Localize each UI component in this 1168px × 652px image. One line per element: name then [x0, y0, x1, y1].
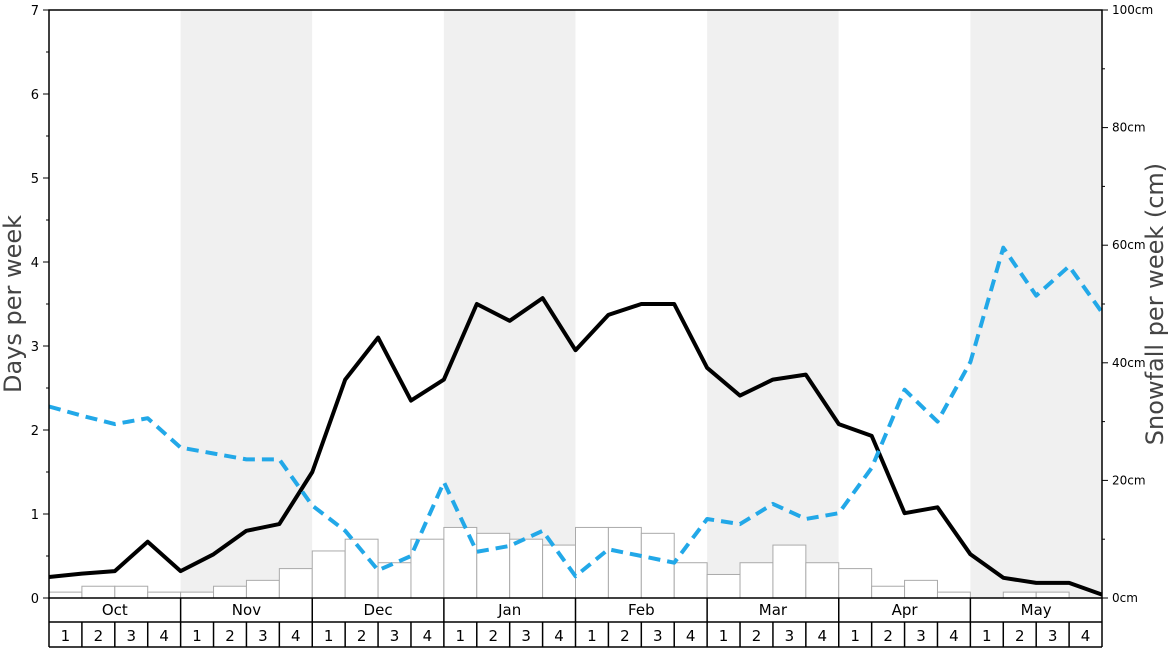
left-tick-label: 5 — [31, 172, 39, 187]
week-label: 3 — [258, 627, 268, 645]
week-label: 4 — [554, 627, 564, 645]
week-label: 1 — [61, 627, 71, 645]
snowfall-bar — [673, 562, 708, 599]
month-band — [312, 10, 444, 598]
snowfall-bar — [772, 544, 807, 599]
week-label: 2 — [488, 627, 498, 645]
week-label: 2 — [752, 627, 762, 645]
snowfall-bar — [739, 562, 774, 599]
snowfall-bar — [180, 591, 215, 599]
left-tick-label: 1 — [31, 508, 39, 523]
week-label: 3 — [1048, 627, 1058, 645]
week-label: 4 — [818, 627, 828, 645]
right-axis-title: Snowfall per week (cm) — [1141, 163, 1168, 445]
week-label: 2 — [94, 627, 104, 645]
right-tick-label: 0cm — [1112, 591, 1138, 605]
week-label: 2 — [357, 627, 367, 645]
month-label: May — [1021, 601, 1052, 619]
week-label: 3 — [653, 627, 663, 645]
month-label: Mar — [759, 601, 788, 619]
month-label: Jan — [497, 601, 521, 619]
snowfall-bar — [81, 585, 116, 599]
solid-series-line — [48, 296, 1103, 597]
month-band — [443, 10, 576, 598]
right-tick-label: 80cm — [1112, 121, 1146, 135]
snowfall-bar — [476, 532, 511, 599]
month-label: Nov — [232, 601, 261, 619]
week-label: 1 — [850, 627, 860, 645]
right-tick-label: 60cm — [1112, 238, 1146, 252]
left-tick-label: 6 — [31, 88, 39, 103]
week-label: 2 — [883, 627, 893, 645]
left-axis-title: Days per week — [0, 215, 27, 393]
month-band — [180, 10, 313, 598]
snowfall-bar — [1002, 591, 1037, 599]
week-label: 1 — [324, 627, 334, 645]
right-tick-label: 20cm — [1112, 473, 1146, 487]
snowfall-bar — [575, 526, 609, 599]
snowfall-bar — [48, 591, 83, 599]
left-tick-label: 4 — [31, 256, 39, 271]
left-tick-label: 3 — [31, 340, 39, 355]
week-label: 1 — [587, 627, 597, 645]
snowfall-bar — [509, 538, 544, 599]
snowfall-bar — [607, 526, 642, 599]
week-label: 3 — [916, 627, 926, 645]
snowfall-bar — [213, 585, 247, 599]
snowfall-bar — [1035, 591, 1070, 599]
right-tick-label: 40cm — [1112, 356, 1146, 370]
left-tick-label: 7 — [31, 4, 39, 19]
week-label: 1 — [719, 627, 729, 645]
snowfall-bar — [871, 585, 906, 599]
snowfall-bar — [640, 532, 675, 599]
week-label: 4 — [949, 627, 959, 645]
week-label: 3 — [126, 627, 136, 645]
snowfall-bar — [114, 585, 149, 599]
left-tick-label: 2 — [31, 424, 39, 439]
left-tick-label: 0 — [31, 592, 39, 607]
month-label: Dec — [364, 601, 393, 619]
dashed-series-line — [48, 245, 1104, 579]
snowfall-bar — [838, 568, 873, 599]
month-band — [838, 10, 971, 598]
week-label: 3 — [390, 627, 400, 645]
month-band — [49, 10, 181, 598]
week-label: 1 — [192, 627, 202, 645]
month-band — [970, 10, 1102, 598]
week-label: 3 — [521, 627, 531, 645]
week-label: 2 — [620, 627, 630, 645]
month-label: Oct — [102, 601, 128, 619]
week-label: 4 — [1081, 627, 1091, 645]
week-label: 4 — [423, 627, 433, 645]
snowfall-bar — [311, 550, 346, 599]
week-label: 1 — [982, 627, 992, 645]
snowfall-bar — [904, 579, 938, 599]
month-band — [707, 10, 839, 598]
snowfall-bar — [805, 562, 840, 599]
snowfall-bar — [936, 591, 971, 599]
right-tick-label: 100cm — [1112, 3, 1153, 17]
week-label: 2 — [1015, 627, 1025, 645]
month-label: Feb — [628, 601, 655, 619]
snowfall-bar — [278, 568, 313, 599]
week-label: 3 — [785, 627, 795, 645]
snowfall-bar — [706, 573, 741, 599]
week-label: 2 — [225, 627, 235, 645]
week-label: 1 — [456, 627, 466, 645]
week-label: 4 — [159, 627, 169, 645]
week-label: 4 — [291, 627, 301, 645]
week-label: 4 — [686, 627, 696, 645]
month-label: Apr — [892, 601, 919, 619]
snowfall-bar — [147, 591, 182, 599]
snowfall-bar — [245, 579, 280, 599]
